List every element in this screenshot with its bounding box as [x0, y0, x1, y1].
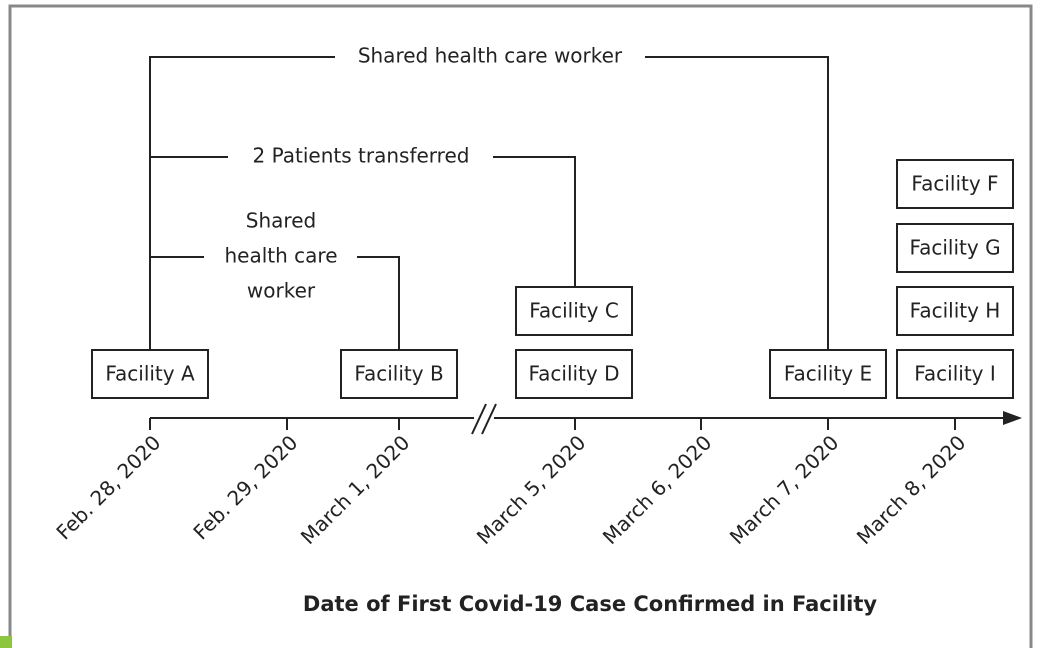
date-label: Feb. 28, 2020	[51, 430, 165, 544]
link-label: health care	[224, 244, 337, 268]
connector	[149, 56, 829, 350]
date-label: Feb. 29, 2020	[188, 430, 302, 544]
frame	[8, 4, 1033, 648]
node-label: Facility E	[784, 362, 872, 386]
node-box	[896, 349, 1014, 399]
node-label: Facility F	[911, 172, 998, 196]
node-box	[896, 223, 1014, 273]
node-box	[769, 349, 887, 399]
date-label: March 8, 2020	[852, 430, 971, 549]
axis-break-gap	[474, 408, 494, 428]
date-label: March 1, 2020	[296, 430, 415, 549]
date-label: March 7, 2020	[725, 430, 844, 549]
node-label: Facility G	[909, 236, 1000, 260]
node-label: Facility A	[105, 362, 195, 386]
connector	[150, 256, 400, 350]
corner-mark	[0, 636, 12, 648]
link-label: Shared	[246, 209, 316, 233]
node-box	[896, 286, 1014, 336]
axis-break	[471, 403, 497, 435]
node-box	[340, 349, 458, 399]
node-box	[896, 159, 1014, 209]
date-label: March 6, 2020	[598, 430, 717, 549]
node-label: Facility H	[910, 299, 1001, 323]
axis-title: Date of First Covid-19 Case Confirmed in…	[303, 592, 877, 616]
connector	[150, 156, 576, 287]
node-label: Facility C	[529, 299, 619, 323]
nodes: Facility A Facility B Facility C Facility D…	[91, 159, 1014, 399]
node-label: Facility D	[528, 362, 619, 386]
link-label: 2 Patients transferred	[253, 144, 470, 168]
node-box	[515, 349, 633, 399]
axis-arrow	[1003, 411, 1022, 425]
node-box	[515, 286, 633, 336]
node-label: Facility B	[354, 362, 443, 386]
node-box	[91, 349, 209, 399]
node-label: Facility I	[914, 362, 996, 386]
link-label: worker	[247, 279, 316, 303]
date-label: March 5, 2020	[472, 430, 591, 549]
link-label: Shared health care worker	[358, 44, 623, 68]
